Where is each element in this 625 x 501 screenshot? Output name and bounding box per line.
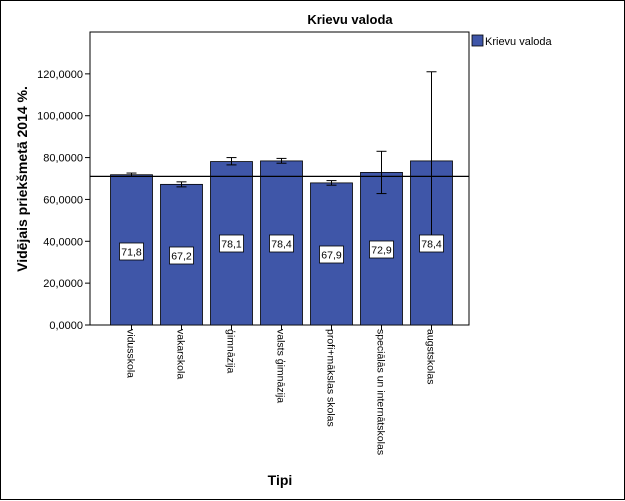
data-label: 67,2	[171, 251, 192, 263]
data-label: 78,1	[221, 239, 242, 251]
data-labels-group: 71,8 67,2 78,1 78,4 67,9 72,9 78,4	[119, 234, 444, 265]
y-tick-label: 60,0000	[43, 194, 83, 206]
data-label-box	[119, 242, 144, 261]
x-tick-label: speciālās un internātskolas	[375, 329, 387, 455]
error-bars-group	[126, 71, 437, 252]
y-tick-label: 0,0000	[49, 320, 83, 332]
x-axis-label: Tipi	[268, 472, 293, 488]
y-axis: 0,0000 20,0000 40,0000 60,0000 80,0000 100,00…	[37, 69, 90, 332]
y-axis-label: Vidējais priekšmetā 2014 %.	[14, 86, 30, 272]
legend-label: Krievu valoda	[485, 36, 553, 48]
x-tick-label: ģimnāzija	[225, 329, 238, 374]
legend: Krievu valoda	[471, 34, 553, 48]
data-label-box	[169, 246, 194, 265]
y-tick-label: 120,0000	[37, 69, 83, 81]
data-label-box	[219, 234, 244, 253]
x-tick-label: valsts ģimnāzija	[275, 329, 288, 403]
data-label-box	[319, 245, 344, 264]
data-label-box	[369, 240, 394, 259]
x-axis: vidusskola vakarskola ģimnāzija valsts ģimn…	[125, 325, 437, 455]
chart-title: Krievu valoda	[307, 12, 393, 27]
legend-swatch	[471, 34, 484, 47]
data-label: 72,9	[371, 245, 392, 257]
y-tick-label: 20,0000	[43, 278, 83, 290]
data-label: 78,4	[271, 239, 292, 251]
x-tick-label: vidusskola	[125, 329, 137, 378]
x-tick-label: vakarskola	[175, 329, 187, 379]
x-tick-label: profi+mākslas skolas	[325, 329, 337, 427]
x-tick-label: augstskolas	[425, 329, 437, 384]
data-label: 71,8	[121, 247, 142, 259]
y-tick-label: 80,0000	[43, 153, 83, 165]
y-tick-label: 100,0000	[37, 111, 83, 123]
data-label: 67,9	[321, 250, 342, 262]
y-tick-label: 40,0000	[43, 236, 83, 248]
data-label-box	[269, 234, 294, 253]
data-label: 78,4	[421, 239, 442, 251]
data-label-box	[419, 234, 444, 253]
